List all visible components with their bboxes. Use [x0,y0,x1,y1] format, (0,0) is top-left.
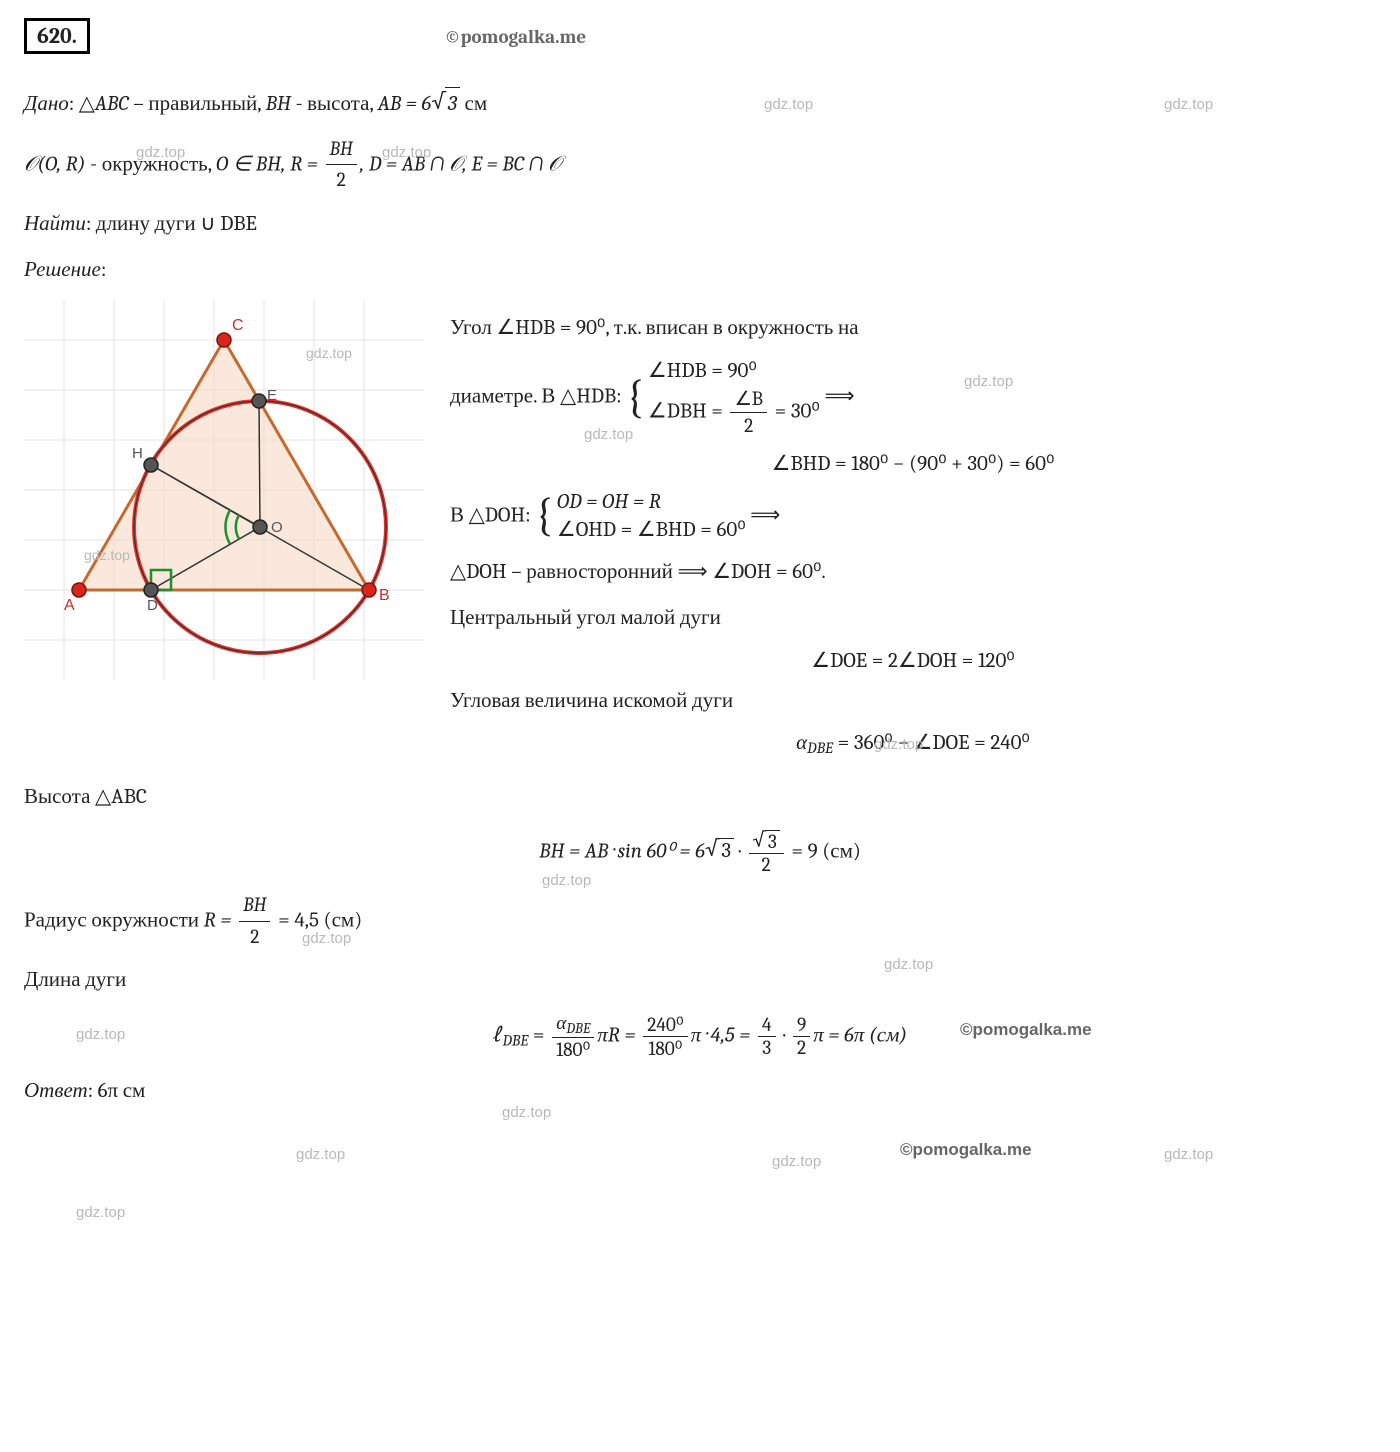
watermark: gdz.top [302,930,351,947]
sol-s3: ∠BHD = 180⁰ − (90⁰ + 30⁰) = 60⁰ [450,451,1376,476]
problem-number: 620. [24,18,90,54]
watermark: gdz.top [136,144,185,161]
svg-text:D: D [147,597,158,614]
sol-s6: Центральный угол малой дуги [450,602,1376,636]
sol-s5: △DOH – равносторонний ⟹ ∠DOH = 60⁰. [450,556,1376,590]
watermark: gdz.top [874,736,923,753]
watermark: gdz.top [76,1026,125,1043]
svg-text:C: C [232,317,244,334]
svg-text:O: O [271,519,283,536]
watermark: gdz.top [296,1146,345,1163]
watermark: gdz.top [772,1153,821,1170]
answer-line: Ответ: 6π см [24,1075,1376,1109]
watermark: gdz.top [764,96,813,113]
height-eq: BH = AB · sin 60⁰ = 63 · 32 = 9 (см) [24,829,1376,876]
figure-and-text: A B C H O D E gdz.top gdz.top Угол ∠HDB … [24,300,1376,770]
watermark: gdz.top [502,1104,551,1121]
svg-text:gdz.top: gdz.top [84,547,130,563]
svg-text:A: A [64,597,75,614]
arc-len-eq: ℓDBE = αDBE180⁰πR = 240⁰180⁰π · 4,5 = 43… [24,1012,1376,1061]
sol-s1: Угол ∠HDB = 90⁰, т.к. вписан в окружност… [450,312,1376,346]
answer-label: Ответ [24,1079,88,1103]
watermark: gdz.top [584,426,633,443]
watermark: gdz.top [1164,1146,1213,1163]
svg-text:E: E [267,387,277,404]
watermark: gdz.top [1164,96,1213,113]
solution-right-column: Угол ∠HDB = 90⁰, т.к. вписан в окружност… [450,300,1376,770]
svg-text:H: H [132,445,143,462]
svg-text:B: B [379,587,390,604]
height-label: Высота △ABC [24,781,1376,815]
find-line: Найти: длину дуги ∪ DBE [24,208,1376,242]
given-label: Дано [24,92,69,116]
sol-s4: В △DOH: { OD = OH = R ∠OHD = ∠BHD = 60⁰ … [450,488,1376,545]
watermark: gdz.top [76,1204,125,1221]
copyright-watermark: ©pomogalka.me [900,1140,1032,1160]
arc-len-label: Длина дуги [24,964,1376,998]
given-line2: 𝒪(O, R) - окружность, O ∈ BH, R = BH2, D… [24,134,1376,197]
heading-row: 620. ©pomogalka.me [24,18,1376,72]
watermark: gdz.top [382,144,431,161]
sol-s8: Угловая величина искомой дуги [450,685,1376,719]
find-label: Найти [24,212,86,236]
radius-line: Радиус окружности R = BH2 = 4,5 (см) [24,890,1376,953]
svg-text:gdz.top: gdz.top [306,345,352,361]
sol-s7: ∠DOE = 2∠DOH = 120⁰ [450,648,1376,673]
copyright-top: ©pomogalka.me [444,26,586,48]
copyright-watermark: ©pomogalka.me [960,1020,1092,1040]
figure-svg: A B C H O D E gdz.top gdz.top [24,300,424,680]
geometry-figure: A B C H O D E gdz.top gdz.top [24,300,424,680]
watermark: gdz.top [964,373,1013,390]
watermark: gdz.top [542,872,591,889]
watermark: gdz.top [884,956,933,973]
page-root: 620. ©pomogalka.me Дано: △ABC – правильн… [24,18,1376,1109]
solution-label: Решение: [24,254,1376,288]
